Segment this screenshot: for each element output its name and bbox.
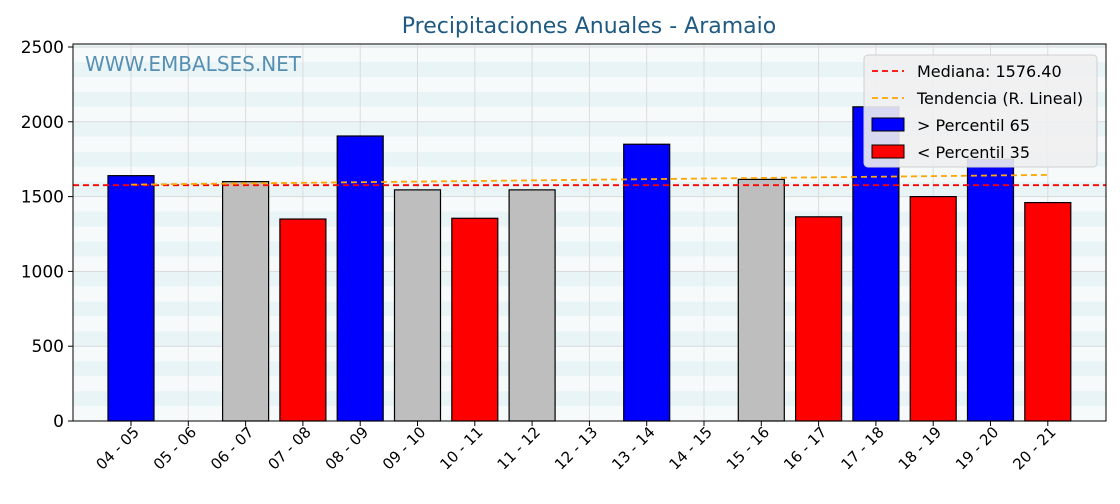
y-tick-label: 500 [32,337,64,357]
legend-label: < Percentil 35 [917,143,1030,162]
bar-15-16 [737,178,785,422]
bar-13-14 [623,143,671,422]
legend-label: > Percentil 65 [917,116,1030,135]
bar-16-17 [794,216,843,422]
legend-box [863,54,1098,168]
bar-18-19 [909,195,957,422]
bar-04-05 [107,175,155,422]
bar-06-07 [222,181,270,422]
legend-label: Mediana: 1576.40 [917,62,1062,81]
bar-09-10 [393,189,442,422]
x-tick-label: 10 - 11 [436,423,486,473]
y-tick-label: 2000 [21,113,64,133]
bar-08-09 [336,135,384,422]
x-tick-label: 16 - 17 [780,423,830,473]
legend-patch-swatch [871,117,905,132]
bar-20-21 [1024,201,1072,422]
watermark: WWW.EMBALSES.NET [85,52,302,76]
bar-07-08 [279,218,327,422]
x-tick-label: 15 - 16 [723,423,773,473]
bar-19-20 [966,158,1015,422]
y-tick-label: 0 [53,412,64,432]
x-tick-label: 19 - 20 [952,423,1002,473]
x-tick-label: 17 - 18 [837,423,887,473]
legend-label: Tendencia (R. Lineal) [916,89,1083,108]
legend: Mediana: 1576.40 Tendencia (R. Lineal) > … [863,54,1098,168]
x-tick-label: 08 - 09 [322,423,372,473]
x-tick-label: 06 - 07 [207,423,257,473]
x-tick-label: 04 - 05 [93,423,143,473]
x-tick-label: 20 - 21 [1009,423,1059,473]
y-tick-label: 2500 [21,38,64,58]
x-tick-label: 05 - 06 [150,423,200,473]
bar-10-11 [451,217,499,422]
reference-lines [73,174,1106,187]
trend-line [130,174,1048,186]
x-tick-label: 11 - 12 [494,423,544,473]
x-tick-label: 13 - 14 [608,423,658,473]
bar-11-12 [508,189,556,422]
x-tick-label: 18 - 19 [895,423,945,473]
y-tick-label: 1500 [21,188,64,208]
x-tick-label: 12 - 13 [551,423,601,473]
chart-title: Precipitaciones Anuales - Aramaio [402,14,776,39]
legend-patch-swatch [871,144,905,159]
y-tick-label: 1000 [21,262,64,282]
x-tick-label: 07 - 08 [264,423,314,473]
bars [107,106,1072,422]
x-tick-label: 14 - 15 [666,423,716,473]
x-tick-label: 09 - 10 [379,423,429,473]
